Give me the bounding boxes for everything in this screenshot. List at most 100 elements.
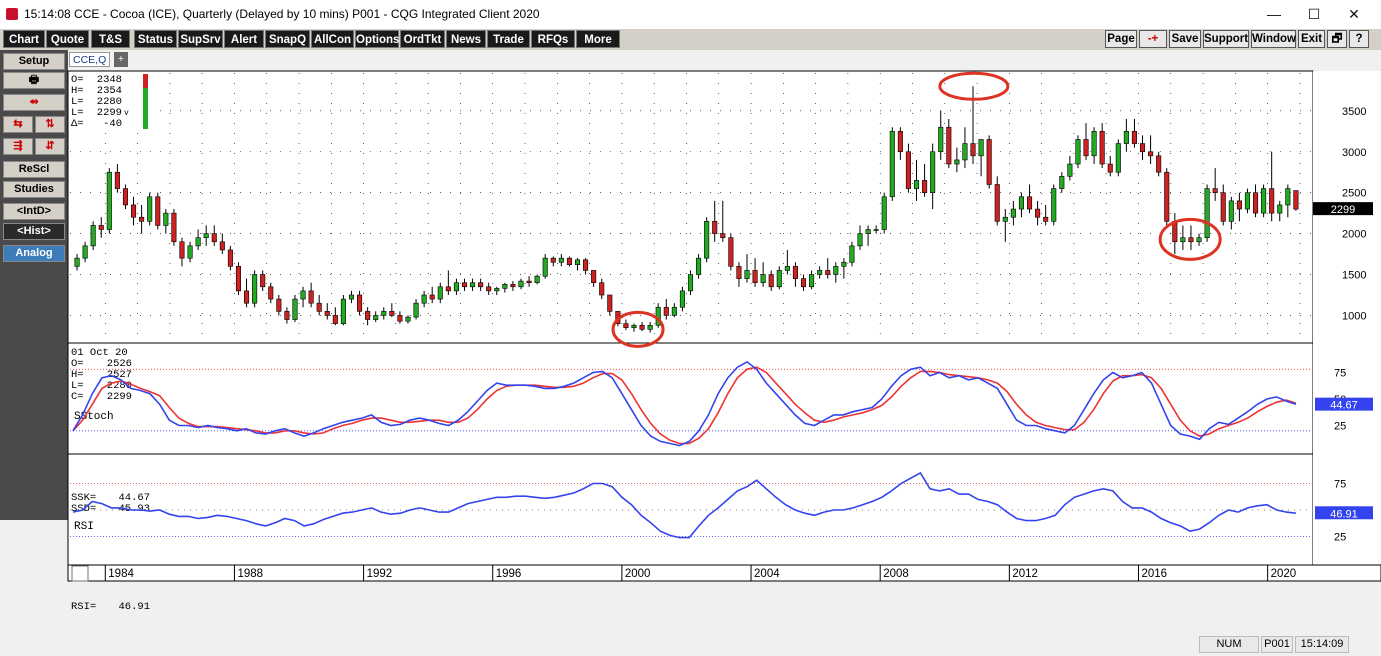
- menu-save-button[interactable]: Save: [1169, 30, 1201, 48]
- candle-body: [389, 311, 395, 316]
- candle-body: [623, 323, 629, 329]
- menu-chart-button[interactable]: Chart: [3, 30, 45, 48]
- menu-snapq-button[interactable]: SnapQ: [265, 30, 310, 48]
- sstoch-current-marker: [1315, 397, 1373, 411]
- candle-body: [1083, 139, 1089, 157]
- menu-more-button[interactable]: More: [576, 30, 620, 48]
- rsi-readout-value: 46.91: [118, 601, 150, 613]
- price-tick: 1000: [1342, 310, 1366, 322]
- candle-body: [1196, 237, 1202, 243]
- candle-body: [1277, 204, 1283, 214]
- candle-body: [1067, 163, 1073, 177]
- candle-body: [155, 196, 161, 226]
- candle-body: [1018, 196, 1024, 210]
- candle-body: [776, 270, 782, 288]
- minimize-button[interactable]: —: [1267, 6, 1281, 22]
- menu-status-button[interactable]: Status: [134, 30, 177, 48]
- year-label: 1984: [108, 568, 134, 580]
- year-label: 2004: [754, 568, 780, 580]
- maximize-button[interactable]: ☐: [1307, 6, 1321, 22]
- cursor-tool-button[interactable]: ⇴: [3, 94, 65, 111]
- candle-body: [139, 216, 145, 222]
- candle-body: [962, 143, 968, 161]
- candle-body: [1026, 196, 1033, 210]
- readout-last-label: L=: [71, 107, 84, 119]
- candle-body: [566, 257, 572, 266]
- candle-body: [994, 184, 1000, 222]
- arrows-left-icon: ⇆: [13, 118, 23, 130]
- candle-body: [1212, 188, 1218, 193]
- compress-button[interactable]: ⇶: [3, 138, 33, 155]
- candle-body: [292, 298, 298, 320]
- candle-body: [954, 159, 960, 165]
- rsi-panel: [67, 453, 1314, 566]
- analog-button[interactable]: Analog: [3, 245, 65, 262]
- print-button[interactable]: 🖶: [3, 72, 65, 89]
- expand-button[interactable]: ⇵: [35, 138, 65, 155]
- sstoch-current-label: 44.67: [1330, 400, 1358, 412]
- candle-body: [90, 225, 96, 247]
- candle-body: [970, 143, 976, 157]
- candle-body: [833, 266, 839, 275]
- tab-cce-q[interactable]: CCE,Q: [69, 52, 111, 67]
- candle-body: [607, 294, 613, 312]
- scroll-right-button[interactable]: ⇅: [35, 116, 65, 133]
- price-tick: 3000: [1342, 147, 1366, 159]
- candle-body: [1244, 192, 1250, 210]
- corner-box[interactable]: [71, 565, 89, 582]
- menu-supsrv-button[interactable]: SupSrv: [178, 30, 223, 48]
- menu-options-button[interactable]: Options: [355, 30, 399, 48]
- cursor-high-label: H=: [71, 369, 84, 381]
- candle-body: [421, 294, 427, 304]
- candle-body: [171, 212, 177, 243]
- candle-body: [74, 257, 80, 267]
- candle-body: [1293, 190, 1299, 210]
- menu-window-button[interactable]: Window: [1251, 30, 1296, 48]
- rescale-button[interactable]: ReScl: [3, 161, 65, 178]
- menu-news-button[interactable]: News: [446, 30, 486, 48]
- menu-zoom-button[interactable]: -+: [1139, 30, 1167, 48]
- candle-body: [1075, 139, 1081, 165]
- candle-body: [800, 278, 807, 288]
- menu-quote-button[interactable]: Quote: [46, 30, 89, 48]
- menu-page-button[interactable]: Page: [1105, 30, 1137, 48]
- candle-body: [332, 315, 338, 324]
- candle-body: [510, 284, 516, 288]
- menu-alert-button[interactable]: Alert: [224, 30, 264, 48]
- intraday-button[interactable]: <IntD>: [3, 203, 65, 220]
- menu-support-button[interactable]: Support: [1203, 30, 1249, 48]
- page-indicator: P001: [1261, 636, 1293, 653]
- candle-body: [1236, 200, 1242, 210]
- menu-allcon-button[interactable]: AllCon: [311, 30, 354, 48]
- candle-body: [1180, 237, 1186, 243]
- ssk-value: 44.67: [118, 492, 150, 504]
- candle-body: [784, 266, 790, 271]
- menu-rfqs-button[interactable]: RFQs: [531, 30, 575, 48]
- add-tab-button[interactable]: +: [114, 52, 128, 67]
- candle-body: [1043, 216, 1049, 222]
- candle-body: [252, 274, 258, 304]
- help-button[interactable]: ?: [1349, 30, 1369, 48]
- year-label: 2012: [1012, 568, 1038, 580]
- close-button[interactable]: ✕: [1348, 6, 1360, 22]
- window-titlebar: 15:14:08 CCE - Cocoa (ICE), Quarterly (D…: [0, 0, 1381, 29]
- candle-body: [187, 245, 193, 259]
- year-label: 1988: [237, 568, 263, 580]
- year-label: 1992: [367, 568, 393, 580]
- setup-button[interactable]: Setup: [3, 53, 65, 70]
- candle-body: [348, 294, 355, 300]
- candle-body: [1002, 216, 1008, 222]
- studies-button[interactable]: Studies: [3, 181, 65, 198]
- menu-trade-button[interactable]: Trade: [487, 30, 530, 48]
- historical-button[interactable]: <Hist>: [3, 223, 65, 240]
- menu-tns-button[interactable]: T&S: [91, 30, 130, 48]
- restore-window-icon[interactable]: 🗗: [1327, 30, 1347, 48]
- menu-exit-button[interactable]: Exit: [1298, 30, 1325, 48]
- candle-body: [1115, 143, 1121, 173]
- printer-icon: 🖶: [28, 74, 40, 86]
- candle-body: [82, 245, 88, 259]
- scroll-left-button[interactable]: ⇆: [3, 116, 33, 133]
- candle-body: [889, 130, 895, 198]
- menu-ordtkt-button[interactable]: OrdTkt: [400, 30, 445, 48]
- candle-body: [849, 245, 855, 263]
